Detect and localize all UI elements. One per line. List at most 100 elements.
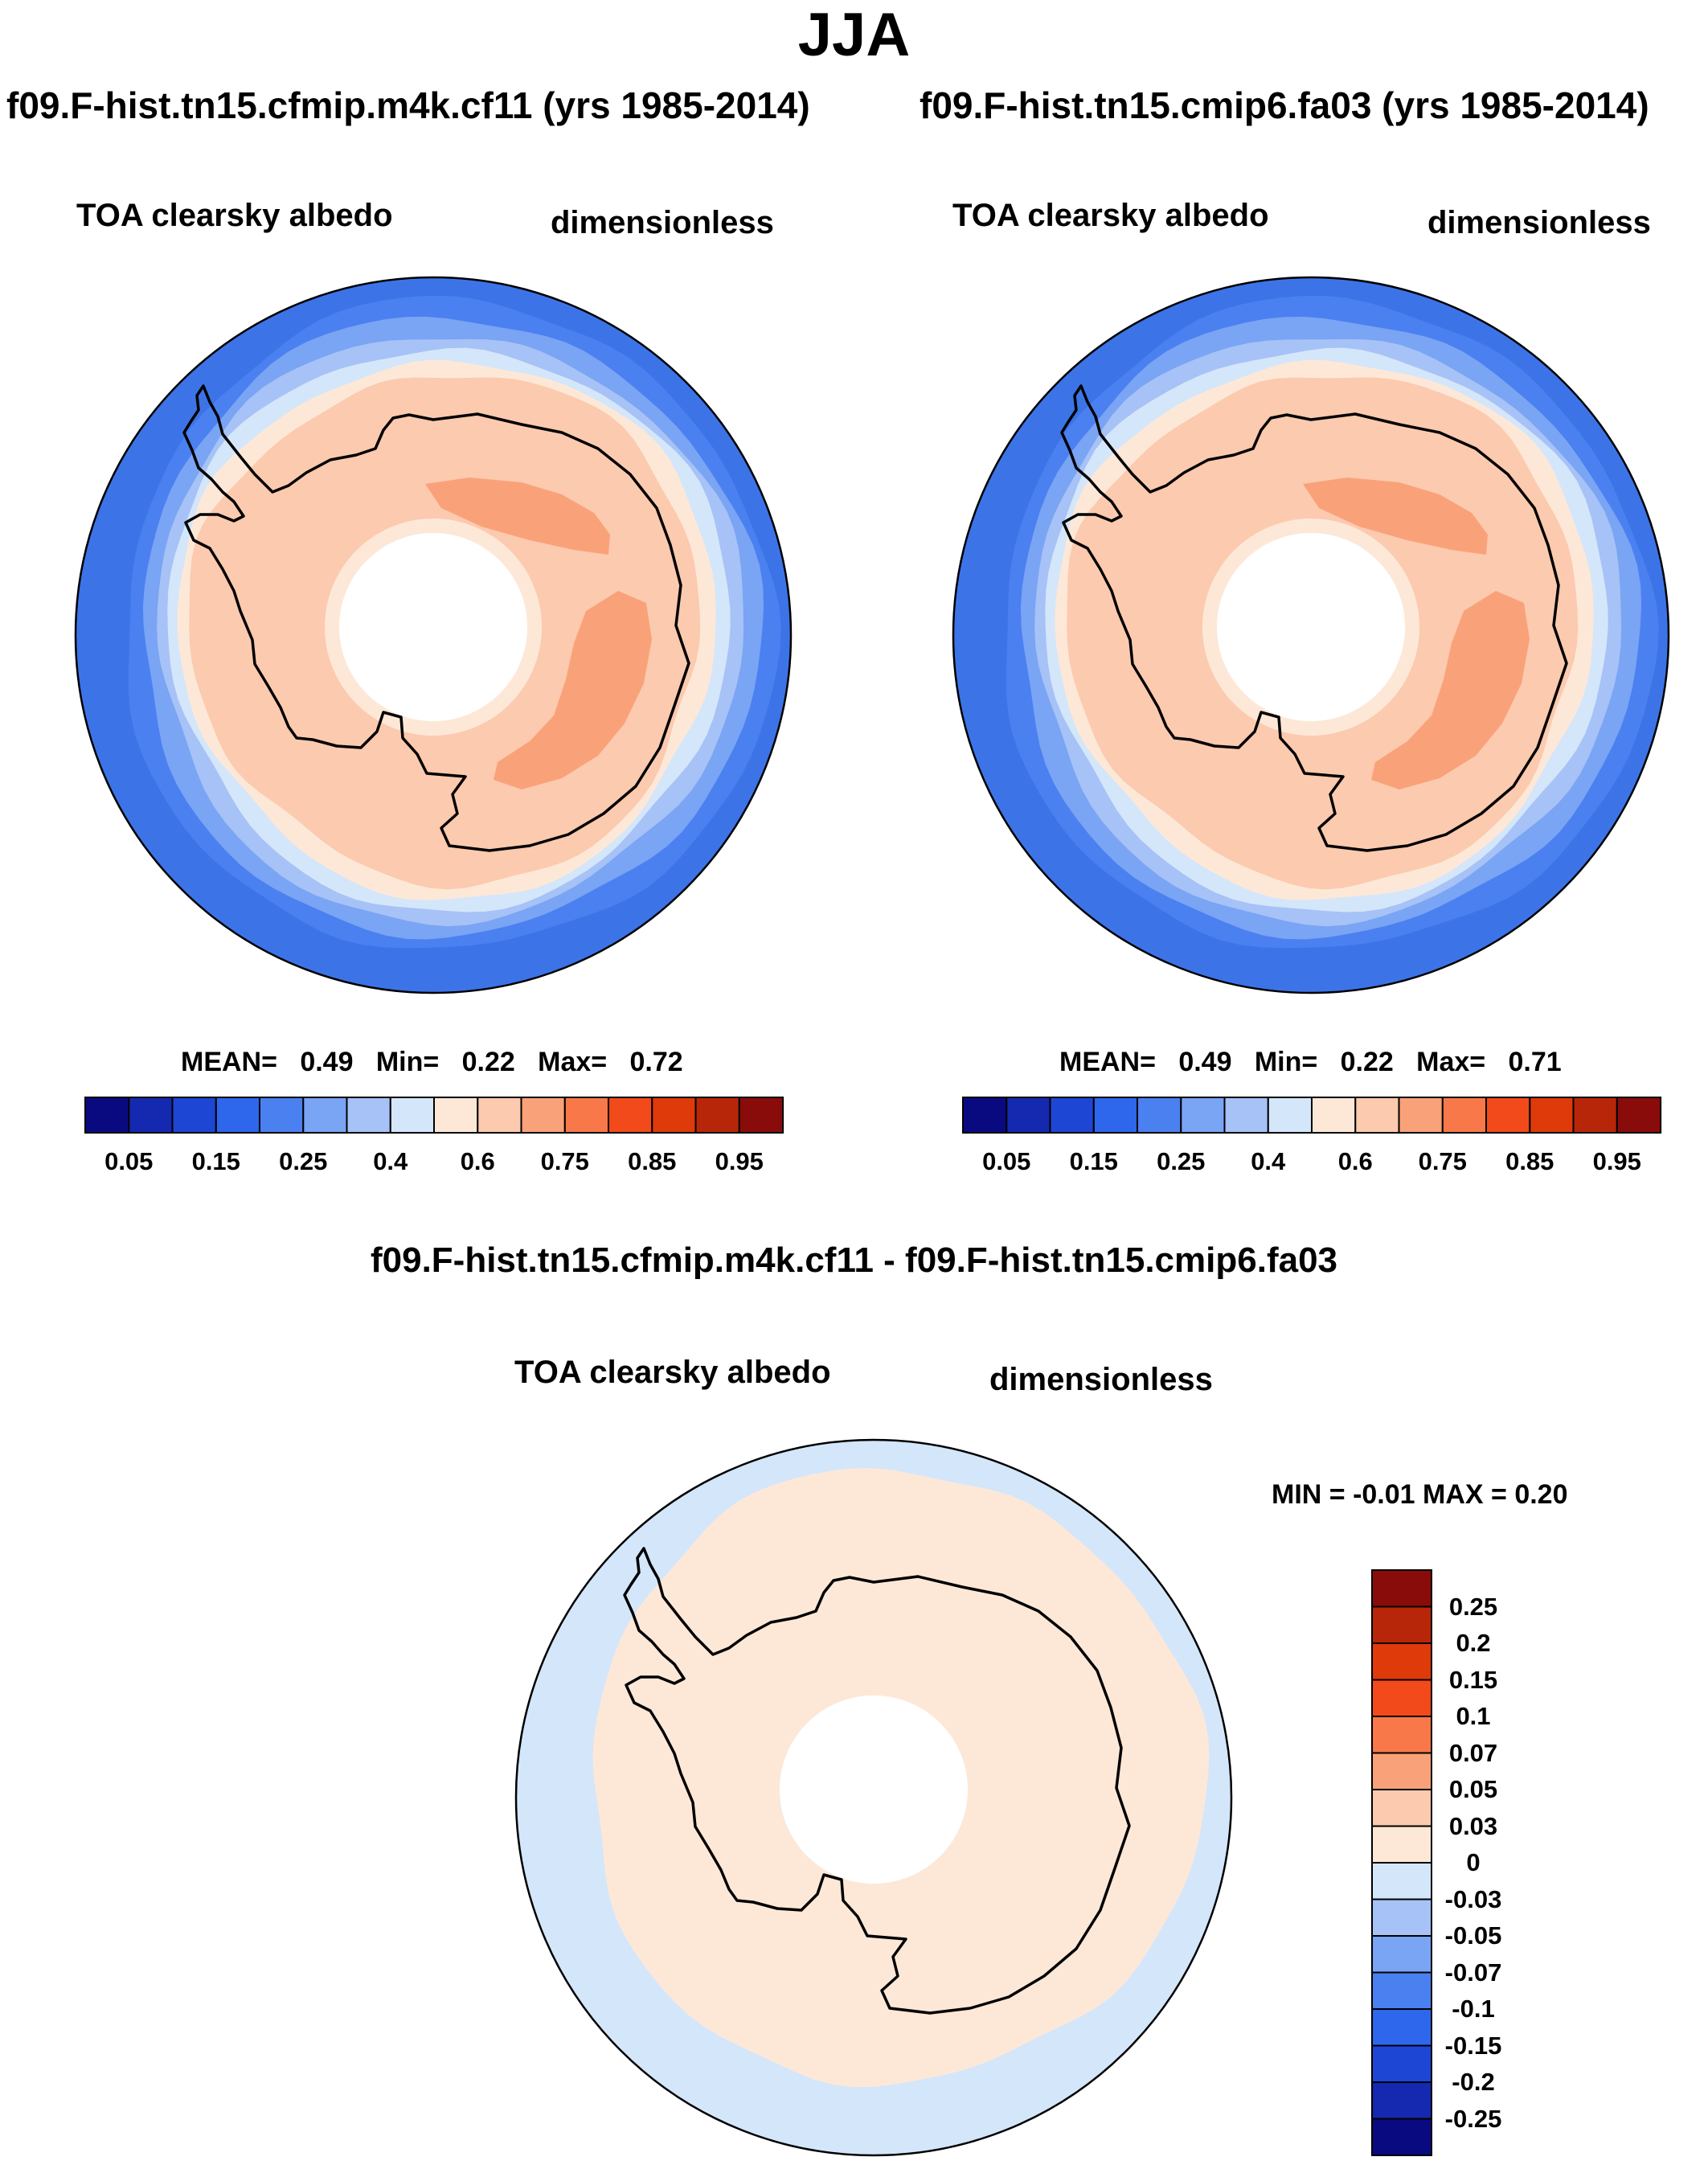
panel-1-colorbar-tick-label: 0.05 bbox=[104, 1147, 154, 1175]
panel-1-colorbar-swatch-12 bbox=[608, 1097, 653, 1134]
difference-colorbar-tick-label: -0.03 bbox=[1444, 1884, 1502, 1913]
difference-colorbar-tick-label: 0 bbox=[1466, 1848, 1481, 1876]
difference-colorbar-tick-label: 0.2 bbox=[1456, 1629, 1491, 1657]
panel-2-colorbar bbox=[962, 1097, 1662, 1134]
panel-2-colorbar-tick-label: 0.85 bbox=[1505, 1147, 1554, 1175]
difference-map bbox=[514, 1438, 1233, 2157]
panel-1-colorbar-swatch-2 bbox=[171, 1097, 217, 1134]
panel-1-colorbar-swatch-0 bbox=[84, 1097, 130, 1134]
panel-2-min-label: Min= bbox=[1254, 1047, 1318, 1077]
panel-2-colorbar-tick-label: 0.95 bbox=[1592, 1147, 1641, 1175]
panel-1-map bbox=[74, 276, 793, 994]
panel-1-colorbar-tick-label: 0.15 bbox=[191, 1147, 240, 1175]
panel-1-colorbar-tick-label: 0.25 bbox=[279, 1147, 328, 1175]
difference-colorbar-tick-label: -0.07 bbox=[1444, 1958, 1502, 1987]
difference-colorbar-swatch-10 bbox=[1371, 1935, 1432, 1974]
panel-2-max-label: Max= bbox=[1416, 1047, 1486, 1077]
difference-colorbar-tick-label: 0.1 bbox=[1456, 1702, 1491, 1730]
panel-1-colorbar bbox=[84, 1097, 784, 1134]
difference-colorbar-swatch-6 bbox=[1371, 1789, 1432, 1827]
panel-2-map bbox=[952, 276, 1670, 994]
panel-2-colorbar-tick-label: 0.05 bbox=[982, 1147, 1031, 1175]
panel-1-polar-hole bbox=[339, 533, 527, 721]
difference-colorbar-swatch-2 bbox=[1371, 1642, 1432, 1681]
panel-2-colorbar-swatch-2 bbox=[1049, 1097, 1095, 1134]
difference-colorbar-swatch-8 bbox=[1371, 1862, 1432, 1901]
panel-1-stats: MEAN= 0.49 Min= 0.22 Max= 0.72 bbox=[181, 1047, 683, 1078]
panel-2-colorbar-swatch-10 bbox=[1398, 1097, 1444, 1134]
panel-1-colorbar-swatch-6 bbox=[346, 1097, 391, 1134]
panel-2-units-label: dimensionless bbox=[1427, 205, 1651, 240]
diff-variable-label: TOA clearsky albedo bbox=[514, 1355, 831, 1390]
difference-colorbar-swatch-15 bbox=[1371, 2118, 1432, 2156]
difference-colorbar-tick-label: -0.25 bbox=[1444, 2104, 1502, 2133]
panel-1-colorbar-swatch-5 bbox=[302, 1097, 348, 1134]
panel-1-min-label: Min= bbox=[375, 1047, 440, 1077]
panel-2-colorbar-swatch-3 bbox=[1092, 1097, 1139, 1134]
difference-colorbar-swatch-3 bbox=[1371, 1679, 1432, 1717]
difference-polar-hole bbox=[780, 1696, 968, 1884]
panel-2-colorbar-swatch-8 bbox=[1311, 1097, 1357, 1134]
difference-colorbar-swatch-12 bbox=[1371, 2008, 1432, 2047]
difference-colorbar-swatch-11 bbox=[1371, 1971, 1432, 2010]
difference-colorbar-tick-label: 0.25 bbox=[1448, 1592, 1498, 1621]
panel-2-case-title: f09.F-hist.tn15.cmip6.fa03 (yrs 1985-201… bbox=[920, 84, 1649, 126]
difference-colorbar-tick-label: -0.2 bbox=[1452, 2068, 1495, 2096]
panel-1-units-label: dimensionless bbox=[551, 205, 774, 240]
difference-colorbar-tick-label: 0.03 bbox=[1448, 1811, 1498, 1840]
panel-2-mean-label: MEAN= bbox=[1059, 1047, 1156, 1077]
panel-1-colorbar-swatch-10 bbox=[520, 1097, 566, 1134]
panel-1-colorbar-swatch-8 bbox=[433, 1097, 479, 1134]
panel-1-colorbar-swatch-1 bbox=[128, 1097, 174, 1134]
panel-1-max-label: Max= bbox=[538, 1047, 608, 1077]
panel-2-colorbar-tick-label: 0.75 bbox=[1418, 1147, 1467, 1175]
panel-1-colorbar-swatch-3 bbox=[215, 1097, 261, 1134]
difference-colorbar-swatch-14 bbox=[1371, 2081, 1432, 2120]
difference-colorbar-swatch-7 bbox=[1371, 1825, 1432, 1864]
panel-2-colorbar-swatch-4 bbox=[1137, 1097, 1182, 1134]
panel-1-variable-label: TOA clearsky albedo bbox=[76, 198, 393, 233]
difference-colorbar-tick-label: -0.15 bbox=[1444, 2031, 1502, 2060]
panel-1-colorbar-tick-label: 0.75 bbox=[540, 1147, 589, 1175]
panel-2-variable-label: TOA clearsky albedo bbox=[952, 198, 1269, 233]
panel-2-colorbar-tick-label: 0.25 bbox=[1157, 1147, 1206, 1175]
difference-colorbar-tick-label: 0.05 bbox=[1448, 1775, 1498, 1803]
panel-2-colorbar-swatch-7 bbox=[1267, 1097, 1313, 1134]
difference-colorbar-tick-label: 0.15 bbox=[1448, 1665, 1498, 1694]
panel-1-min-value: 0.22 bbox=[461, 1047, 515, 1077]
panel-1-max-value: 0.72 bbox=[629, 1047, 683, 1077]
panel-1-case-title: f09.F-hist.tn15.cfmip.m4k.cf11 (yrs 1985… bbox=[6, 84, 810, 126]
difference-colorbar-tick-label: -0.05 bbox=[1444, 1921, 1502, 1950]
difference-boundary bbox=[514, 1438, 1233, 2157]
panel-2-colorbar-swatch-13 bbox=[1529, 1097, 1575, 1134]
panel-2-colorbar-swatch-1 bbox=[1006, 1097, 1051, 1134]
panel-1-colorbar-tick-label: 0.6 bbox=[460, 1147, 495, 1175]
panel-1-colorbar-swatch-11 bbox=[563, 1097, 610, 1134]
main-title: JJA bbox=[797, 1, 911, 69]
panel-2-colorbar-tick-label: 0.6 bbox=[1337, 1147, 1373, 1175]
panel-1-colorbar-tick-label: 0.4 bbox=[373, 1147, 408, 1175]
panel-1-colorbar-swatch-15 bbox=[738, 1097, 784, 1134]
panel-1-colorbar-tick-label: 0.85 bbox=[628, 1147, 677, 1175]
panel-2-colorbar-swatch-12 bbox=[1485, 1097, 1531, 1134]
difference-title: f09.F-hist.tn15.cfmip.m4k.cf11 - f09.F-h… bbox=[370, 1240, 1338, 1280]
diff-units-label: dimensionless bbox=[989, 1362, 1213, 1397]
difference-colorbar-swatch-0 bbox=[1371, 1569, 1432, 1608]
panel-2-boundary bbox=[952, 276, 1670, 994]
panel-1-colorbar-swatch-4 bbox=[259, 1097, 305, 1134]
panel-2-colorbar-swatch-5 bbox=[1180, 1097, 1226, 1134]
panel-1-colorbar-swatch-14 bbox=[694, 1097, 740, 1134]
panel-2-colorbar-tick-label: 0.4 bbox=[1251, 1147, 1286, 1175]
panel-1-colorbar-tick-label: 0.95 bbox=[715, 1147, 764, 1175]
panel-1-colorbar-swatch-13 bbox=[651, 1097, 697, 1134]
panel-2-colorbar-swatch-11 bbox=[1441, 1097, 1488, 1134]
difference-colorbar-swatch-4 bbox=[1371, 1716, 1432, 1754]
diff-min-max: MIN = -0.01 MAX = 0.20 bbox=[1272, 1479, 1568, 1510]
panel-1-boundary bbox=[74, 276, 793, 994]
panel-1-colorbar-swatch-9 bbox=[477, 1097, 522, 1134]
panel-1-mean-value: 0.49 bbox=[300, 1047, 354, 1077]
difference-colorbar-tick-label: -0.1 bbox=[1452, 1995, 1495, 2023]
difference-colorbar-swatch-1 bbox=[1371, 1605, 1432, 1644]
panel-2-colorbar-swatch-6 bbox=[1223, 1097, 1269, 1134]
